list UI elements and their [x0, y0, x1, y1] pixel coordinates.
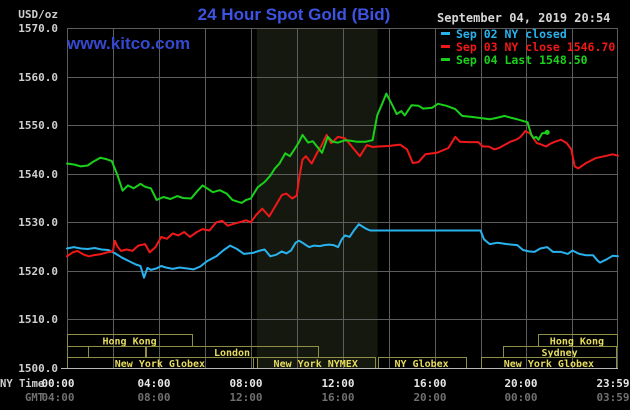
legend-label: Sep 04 Last 1548.50 — [456, 52, 588, 67]
legend-item-sep02: Sep 02 NY closed — [441, 26, 615, 41]
y-axis-label: 1540.0 — [18, 168, 58, 181]
x-axis-label-ny: 00:00 — [41, 377, 75, 390]
x-axis-label-ny: 08:00 — [229, 377, 263, 390]
chart-title: 24 Hour Spot Gold (Bid) — [197, 5, 391, 24]
session-label: New York NYMEX — [274, 359, 358, 370]
session-box — [88, 346, 146, 358]
x-axis-label-gmt: 03:59 — [596, 391, 630, 404]
y-axis-label: 1560.0 — [18, 71, 58, 84]
legend-item-sep03: Sep 03 NY close 1546.70 — [441, 39, 616, 54]
datetime-label: September 04, 2019 20:54 — [437, 11, 611, 25]
x-axis-label-ny: 23:59 — [596, 377, 630, 390]
x-axis-label-ny: 20:00 — [504, 377, 538, 390]
legend-dash-icon — [441, 58, 450, 61]
session-label: London — [214, 348, 250, 359]
series-sep02 — [66, 223, 619, 279]
y-axis-label: 1500.0 — [18, 362, 58, 375]
legend-dash-icon — [441, 32, 450, 35]
session-label: New York Globex — [504, 359, 594, 370]
x-axis-label-gmt: 08:00 — [137, 391, 171, 404]
y-axis-label: 1550.0 — [18, 119, 58, 132]
legend-item-sep04: Sep 04 Last 1548.50 — [441, 52, 615, 67]
x-axis-label-ny: 16:00 — [413, 377, 447, 390]
session-label: Hong Kong — [550, 337, 604, 348]
kitco-watermark-link[interactable]: www.kitco.com — [67, 34, 191, 53]
session-box — [67, 346, 89, 358]
y-axis-label: 1520.0 — [18, 265, 58, 278]
last-price-marker — [544, 129, 550, 135]
series-sep03 — [66, 130, 619, 258]
legend-dash-icon — [441, 45, 450, 48]
series-sep04 — [66, 92, 549, 204]
x-axis-label-ny: 12:00 — [321, 377, 355, 390]
session-label: NY Globex — [395, 359, 449, 370]
ny-time-axis-caption: NY Time — [0, 378, 45, 390]
x-axis-label-gmt: 04:00 — [41, 391, 75, 404]
gmt-axis-caption: GMT — [25, 392, 44, 404]
session-label: Hong Kong — [103, 337, 157, 348]
x-axis-label-gmt: 12:00 — [229, 391, 263, 404]
legend-label: Sep 03 NY close 1546.70 — [456, 39, 616, 54]
x-axis-label-gmt: 20:00 — [413, 391, 447, 404]
x-axis-label-ny: 04:00 — [137, 377, 171, 390]
x-axis-label-gmt: 16:00 — [321, 391, 355, 404]
y-axis-unit-label: USD/oz — [18, 8, 58, 21]
session-label: New York Globex — [115, 359, 205, 370]
legend: Sep 02 NY closed Sep 03 NY close 1546.70… — [441, 26, 616, 67]
nymex-session-band — [256, 28, 378, 368]
y-axis-label: 1570.0 — [18, 22, 58, 35]
y-axis-label: 1510.0 — [18, 313, 58, 326]
session-label: Sydney — [542, 348, 578, 359]
y-axis-label: 1530.0 — [18, 216, 58, 229]
legend-label: Sep 02 NY closed — [456, 26, 567, 41]
x-axis-label-gmt: 00:00 — [504, 391, 538, 404]
